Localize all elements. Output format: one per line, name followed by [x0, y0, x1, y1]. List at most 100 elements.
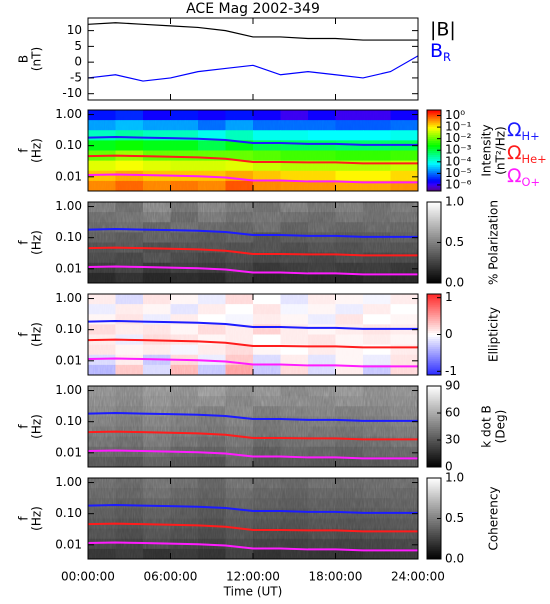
colorbar-step — [427, 428, 441, 432]
colorbar-step — [427, 310, 441, 313]
texture — [88, 386, 418, 467]
colorbar-step — [427, 512, 441, 515]
colorbar-step — [427, 138, 441, 141]
colorbar-step — [427, 238, 441, 241]
colorbar-step — [427, 158, 441, 162]
colorbar-step — [427, 388, 441, 391]
colorbar-step — [427, 224, 441, 227]
y-tick-label: 0.01 — [55, 169, 82, 183]
colorbar-step — [427, 318, 441, 321]
colorbar-step — [427, 236, 441, 239]
series-line — [88, 357, 418, 368]
colorbar-step — [427, 536, 441, 540]
colorbar-step — [427, 540, 441, 544]
colorbar-step — [427, 314, 441, 317]
colorbar-step — [427, 226, 441, 229]
colorbar-step — [427, 232, 441, 235]
colorbar-step — [427, 154, 441, 158]
colorbar-step — [427, 210, 441, 213]
colorbar-step — [427, 372, 441, 376]
y-tick-label: 0.10 — [55, 322, 82, 336]
colorbar-step — [427, 148, 441, 151]
y-axis-label: (Hz) — [30, 322, 44, 347]
colorbar-tick-label: 0.5 — [445, 511, 464, 525]
colorbar-step — [427, 530, 441, 534]
plot-area — [88, 478, 418, 559]
colorbar-step — [427, 134, 441, 137]
x-tick-label: 06:00:00 — [144, 570, 198, 584]
colorbar-step — [427, 402, 441, 405]
colorbar-step — [427, 302, 441, 305]
colorbar-step — [427, 364, 441, 368]
colorbar-step — [427, 416, 441, 419]
plot-area — [88, 386, 418, 467]
colorbar-step — [427, 440, 441, 444]
legend-label: ΩH+ — [507, 119, 540, 143]
colorbar-step — [427, 552, 441, 556]
colorbar-step — [427, 142, 441, 145]
series-line — [88, 320, 418, 330]
colorbar-step — [427, 300, 441, 303]
plot-area — [88, 202, 418, 283]
series-line — [88, 522, 418, 533]
y-axis-label: f — [17, 332, 31, 337]
colorbar-step — [427, 258, 441, 262]
texture — [88, 478, 418, 559]
y-tick-label: -10 — [62, 86, 82, 100]
colorbar-step — [427, 446, 441, 450]
colorbar-step — [427, 276, 441, 280]
x-tick-label: 12:00:00 — [226, 570, 280, 584]
colorbar-step — [427, 412, 441, 415]
colorbar-step — [427, 262, 441, 266]
colorbar-step — [427, 510, 441, 513]
colorbar-label: (Deg) — [494, 410, 508, 444]
colorbar-step — [427, 180, 441, 184]
colorbar-step — [427, 404, 441, 407]
colorbar-step — [427, 460, 441, 464]
colorbar-step — [427, 408, 441, 411]
legend-label: ΩO+ — [507, 165, 540, 189]
colorbar-step — [427, 128, 441, 131]
colorbar-label: (nT²/Hz) — [494, 126, 508, 174]
colorbar-step — [427, 202, 441, 205]
series-line — [88, 136, 418, 146]
colorbar-step — [427, 386, 441, 389]
colorbar-step — [427, 370, 441, 374]
colorbar-tick-label: 10⁻¹ — [445, 120, 472, 134]
colorbar-step — [427, 436, 441, 440]
colorbar-step — [427, 352, 441, 356]
colorbar-step — [427, 498, 441, 501]
axes-frame — [87, 17, 419, 101]
series-line — [88, 154, 418, 165]
colorbar-tick-label: 90 — [445, 379, 460, 393]
colorbar-step — [427, 528, 441, 532]
colorbar-tick-label: 1.0 — [445, 471, 464, 485]
chart-title: ACE Mag 2002-349 — [186, 1, 320, 17]
colorbar-step — [427, 354, 441, 358]
colorbar-tick-label: 10⁰ — [445, 108, 465, 122]
colorbar-step — [427, 548, 441, 552]
colorbar-step — [427, 432, 441, 436]
series-line — [88, 173, 418, 184]
colorbar-step — [427, 254, 441, 258]
colorbar-step — [427, 234, 441, 237]
colorbar-step — [427, 272, 441, 276]
colorbar-step — [427, 144, 441, 147]
colorbar-step — [427, 486, 441, 489]
colorbar-step — [427, 274, 441, 278]
colorbar-step — [427, 124, 441, 127]
colorbar-step — [427, 182, 441, 186]
series-line — [88, 504, 418, 514]
colorbar-step — [427, 480, 441, 483]
colorbar-step — [427, 506, 441, 509]
x-axis-label: Time (UT) — [223, 585, 283, 599]
colorbar-step — [427, 116, 441, 119]
colorbar-step — [427, 464, 441, 468]
colorbar-step — [427, 488, 441, 491]
colorbar-step — [427, 452, 441, 456]
series-line — [88, 449, 418, 460]
y-tick-label: 0.01 — [55, 261, 82, 275]
x-tick-label: 18:00:00 — [309, 570, 363, 584]
colorbar-step — [427, 176, 441, 180]
colorbar-step — [427, 448, 441, 452]
